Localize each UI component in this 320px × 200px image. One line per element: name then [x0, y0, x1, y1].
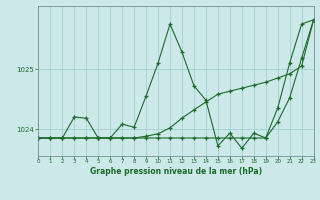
X-axis label: Graphe pression niveau de la mer (hPa): Graphe pression niveau de la mer (hPa) — [90, 167, 262, 176]
